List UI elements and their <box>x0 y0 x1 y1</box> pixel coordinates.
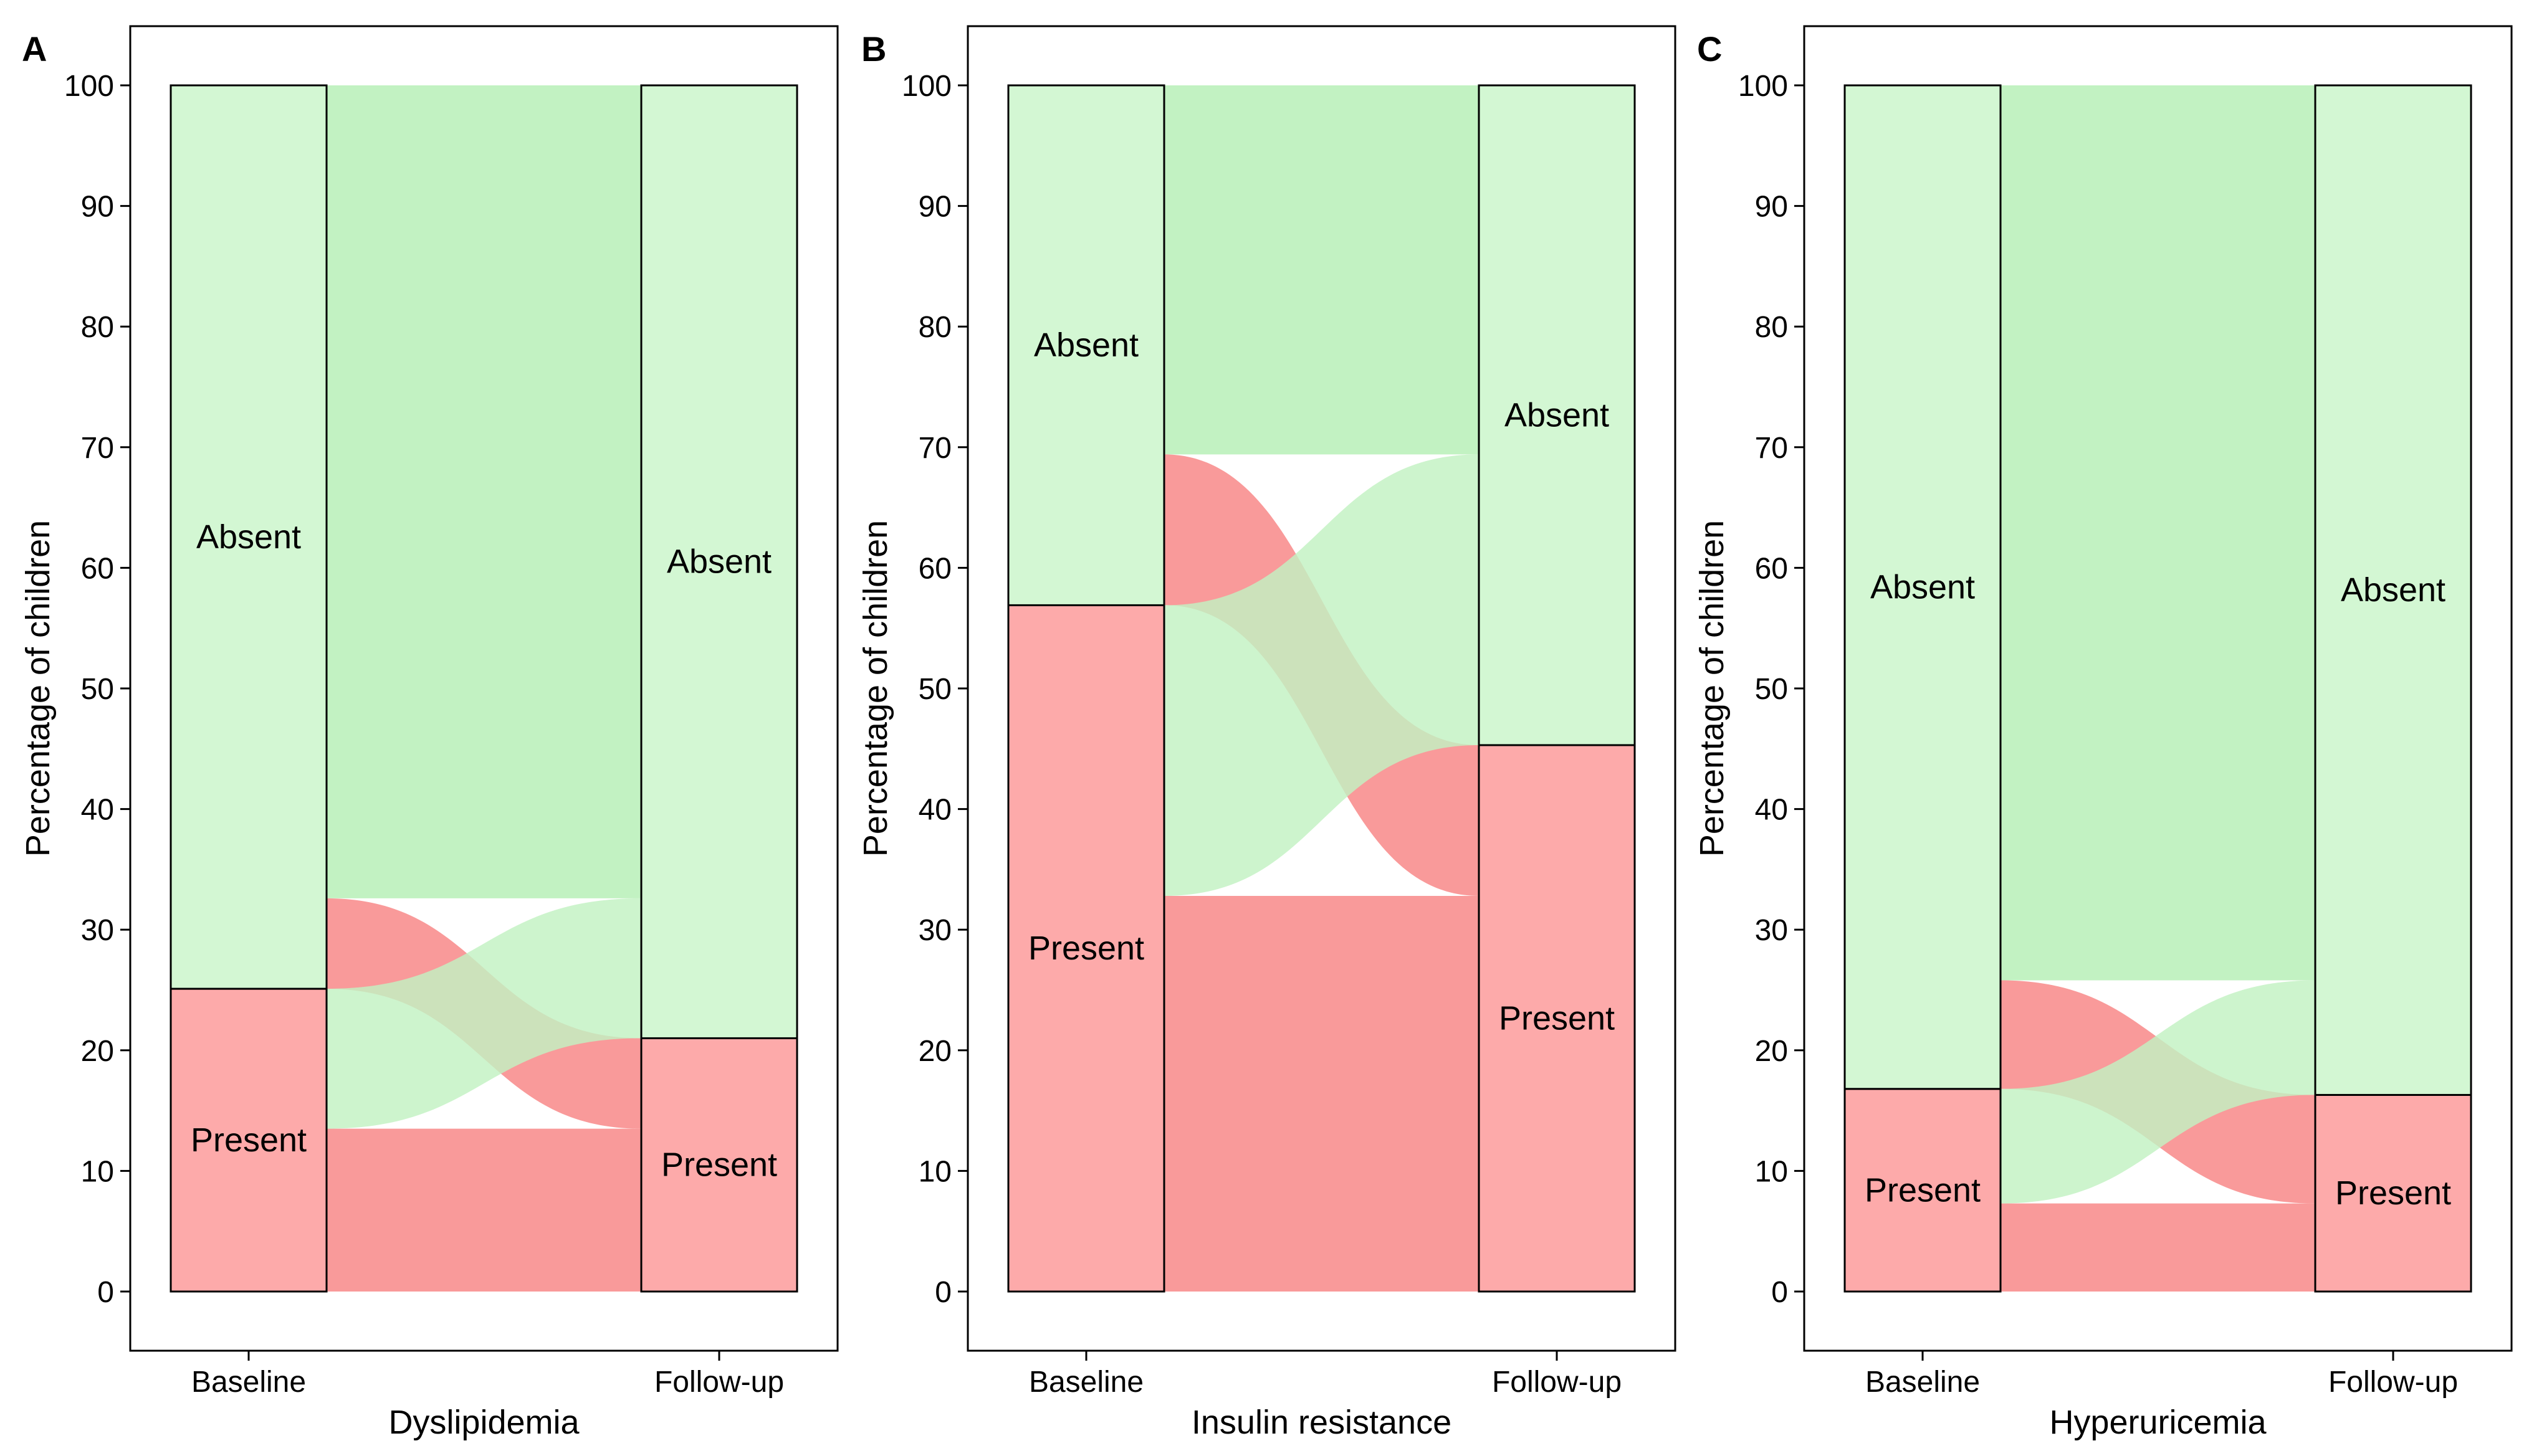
panel-b: B 0 10 20 30 40 50 60 70 80 90 100 Percentage of chi… <box>857 25 1676 1441</box>
x-tick-label: Follow-up <box>1492 1366 1622 1399</box>
x-tick-label: Follow-up <box>654 1366 784 1399</box>
panel-a: A 0 10 20 30 40 50 60 70 80 90 100 Percentage of chi… <box>19 25 839 1441</box>
flow-present-to-present <box>2001 1203 2315 1292</box>
stratum-label: Present <box>1028 930 1144 967</box>
y-tick-label: 0 <box>97 1276 114 1309</box>
flow-present-to-absent <box>2001 980 2315 1204</box>
y-tick-label: 20 <box>919 1035 952 1068</box>
stratum-present <box>1478 744 1636 1293</box>
y-tick-label: 0 <box>935 1276 952 1309</box>
y-tick-label: 60 <box>1755 552 1788 585</box>
y-tick-label: 70 <box>1755 432 1788 465</box>
y-axis-title: Percentage of children <box>857 520 894 857</box>
x-axis-title: Hyperuricemia <box>2049 1404 2267 1441</box>
stratum-present <box>1843 1088 2002 1293</box>
y-tick-label: 0 <box>1771 1276 1788 1309</box>
flow-present-to-present <box>327 1128 641 1292</box>
panel-letter: A <box>22 29 47 69</box>
stratum-absent <box>170 84 328 990</box>
y-tick-label: 10 <box>81 1155 114 1188</box>
y-tick-label: 70 <box>81 432 114 465</box>
y-tick-label: 40 <box>1755 794 1788 827</box>
y-tick-label: 10 <box>1755 1155 1788 1188</box>
y-tick-label: 10 <box>919 1155 952 1188</box>
stratum-label: Absent <box>2341 571 2445 609</box>
x-axis-title: Insulin resistance <box>1192 1404 1451 1441</box>
x-axis-title: Dyslipidemia <box>388 1404 580 1441</box>
y-tick-label: 80 <box>1755 311 1788 344</box>
stratum-label: Present <box>1865 1171 1981 1209</box>
stratum-absent <box>1843 84 2002 1090</box>
stratum-present <box>170 987 328 1293</box>
y-tick-label: 80 <box>81 311 114 344</box>
stratum-label: Absent <box>1870 568 1975 606</box>
y-tick-label: 50 <box>81 673 114 706</box>
y-tick-label: 90 <box>1755 191 1788 224</box>
stratum-present <box>2314 1093 2472 1293</box>
x-tick-label: Baseline <box>191 1366 306 1399</box>
y-tick-label: 20 <box>1755 1035 1788 1068</box>
x-tick-label: Follow-up <box>2328 1366 2458 1399</box>
y-tick-label: 40 <box>919 794 952 827</box>
y-tick-label: 40 <box>81 794 114 827</box>
y-tick-label: 30 <box>1755 914 1788 947</box>
stratum-label: Absent <box>1034 326 1139 364</box>
y-tick-label: 80 <box>919 311 952 344</box>
y-tick-label: 50 <box>919 673 952 706</box>
flow-present-to-present <box>1164 895 1479 1292</box>
y-axis-title: Percentage of children <box>19 520 57 857</box>
flow-present-to-absent <box>1164 454 1479 896</box>
y-tick-label: 100 <box>902 70 952 103</box>
y-tick-label: 20 <box>81 1035 114 1068</box>
y-tick-label: 100 <box>64 70 114 103</box>
flow-absent-to-absent <box>327 85 641 898</box>
y-tick-label: 60 <box>919 552 952 585</box>
stratum-label: Present <box>2335 1174 2451 1212</box>
panel-c: C 0 10 20 30 40 50 60 70 80 90 100 Percentage of chi… <box>1693 25 2513 1441</box>
y-tick-label: 30 <box>919 914 952 947</box>
stratum-label: Absent <box>667 543 772 581</box>
y-tick-label: 100 <box>1738 70 1788 103</box>
stratum-absent <box>1478 84 1636 746</box>
stratum-absent <box>640 84 798 1039</box>
stratum-present <box>640 1037 798 1293</box>
y-axis-title: Percentage of children <box>1693 520 1731 857</box>
panel-letter: C <box>1697 29 1722 69</box>
flow-absent-to-absent <box>2001 85 2315 981</box>
x-tick-label: Baseline <box>1865 1366 1980 1399</box>
flow-absent-to-absent <box>1164 85 1479 455</box>
y-tick-label: 90 <box>81 191 114 224</box>
y-tick-label: 30 <box>81 914 114 947</box>
y-tick-label: 90 <box>919 191 952 224</box>
stratum-absent <box>2314 84 2472 1096</box>
stratum-present <box>1007 604 1165 1293</box>
y-tick-label: 60 <box>81 552 114 585</box>
panel-letter: B <box>861 29 886 69</box>
x-tick-label: Baseline <box>1029 1366 1144 1399</box>
stratum-label: Absent <box>196 518 301 556</box>
stratum-label: Present <box>191 1121 307 1159</box>
stratum-label: Absent <box>1504 396 1609 434</box>
y-tick-label: 70 <box>919 432 952 465</box>
stratum-absent <box>1007 84 1165 606</box>
flow-present-to-absent <box>327 898 641 1129</box>
y-tick-label: 50 <box>1755 673 1788 706</box>
stratum-label: Present <box>661 1146 777 1184</box>
stratum-label: Present <box>1499 999 1615 1037</box>
